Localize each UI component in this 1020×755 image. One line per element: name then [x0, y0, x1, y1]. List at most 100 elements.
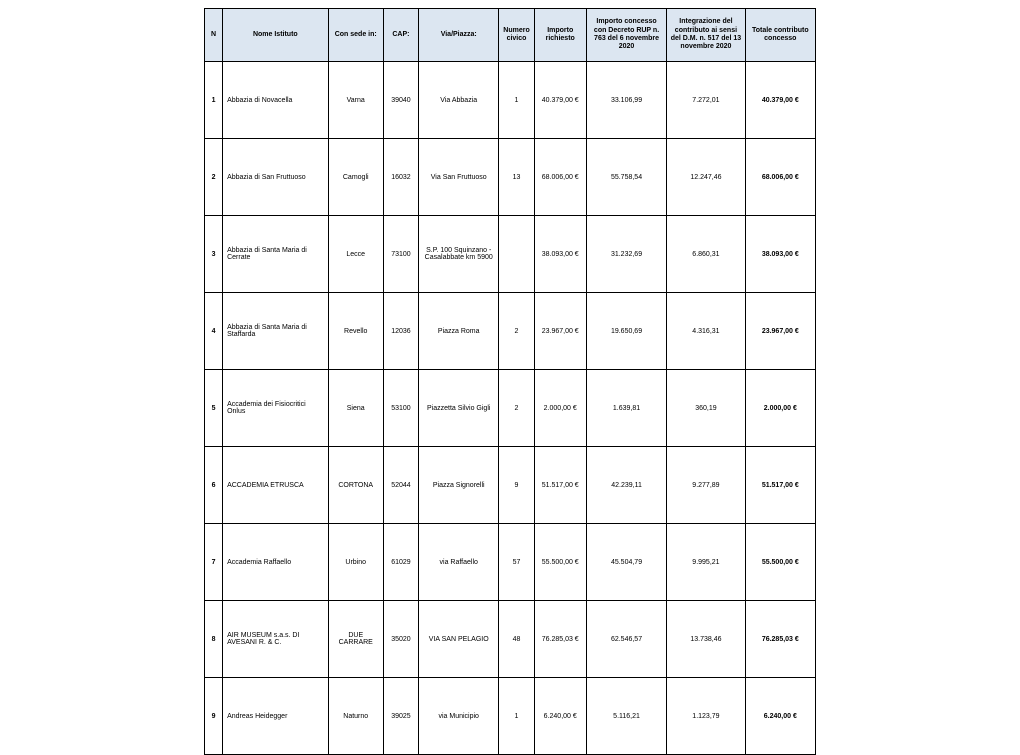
cell-totale: 76.285,03 € [745, 601, 815, 678]
cell-sede: Revello [328, 293, 383, 370]
cell-sede: Camogli [328, 139, 383, 216]
cell-integ: 9.995,21 [667, 524, 745, 601]
header-cap: CAP: [383, 9, 418, 62]
cell-importo: 6.240,00 € [534, 678, 586, 755]
cell-n: 6 [205, 447, 223, 524]
cell-civico [499, 216, 534, 293]
table-row: 8AIR MUSEUM s.a.s. DI AVESANI R. & C.DUE… [205, 601, 816, 678]
cell-cap: 61029 [383, 524, 418, 601]
cell-via: S.P. 100 Squinzano - Casalabbate km 5900 [419, 216, 499, 293]
header-n: N [205, 9, 223, 62]
table-row: 4Abbazia di Santa Maria di StaffardaReve… [205, 293, 816, 370]
cell-importo: 76.285,03 € [534, 601, 586, 678]
cell-n: 9 [205, 678, 223, 755]
document-page: N Nome Istituto Con sede in: CAP: Via/Pi… [0, 0, 1020, 721]
table-row: 1Abbazia di NovacellaVarna39040Via Abbaz… [205, 62, 816, 139]
cell-importo: 38.093,00 € [534, 216, 586, 293]
cell-sede: Naturno [328, 678, 383, 755]
header-via: Via/Piazza: [419, 9, 499, 62]
header-sede: Con sede in: [328, 9, 383, 62]
cell-integ: 9.277,89 [667, 447, 745, 524]
cell-via: Piazza Roma [419, 293, 499, 370]
table-row: 3Abbazia di Santa Maria di CerrateLecce7… [205, 216, 816, 293]
cell-n: 7 [205, 524, 223, 601]
cell-importo: 40.379,00 € [534, 62, 586, 139]
table-row: 6ACCADEMIA ETRUSCACORTONA52044Piazza Sig… [205, 447, 816, 524]
cell-via: Via Abbazia [419, 62, 499, 139]
cell-civico: 13 [499, 139, 534, 216]
cell-via: Piazza Signorelli [419, 447, 499, 524]
cell-nome: Abbazia di Santa Maria di Cerrate [223, 216, 329, 293]
cell-n: 8 [205, 601, 223, 678]
cell-civico: 1 [499, 678, 534, 755]
cell-totale: 68.006,00 € [745, 139, 815, 216]
cell-cap: 12036 [383, 293, 418, 370]
cell-n: 4 [205, 293, 223, 370]
cell-civico: 2 [499, 293, 534, 370]
cell-totale: 55.500,00 € [745, 524, 815, 601]
cell-integ: 360,19 [667, 370, 745, 447]
table-row: 5Accademia dei Fisiocritici OnlusSiena53… [205, 370, 816, 447]
cell-decreto: 62.546,57 [586, 601, 666, 678]
cell-civico: 9 [499, 447, 534, 524]
cell-importo: 51.517,00 € [534, 447, 586, 524]
cell-integ: 6.860,31 [667, 216, 745, 293]
cell-civico: 2 [499, 370, 534, 447]
header-decreto: Importo concesso con Decreto RUP n. 763 … [586, 9, 666, 62]
header-nome: Nome Istituto [223, 9, 329, 62]
table-row: 2Abbazia di San FruttuosoCamogli16032Via… [205, 139, 816, 216]
cell-via: VIA SAN PELAGIO [419, 601, 499, 678]
cell-integ: 4.316,31 [667, 293, 745, 370]
cell-nome: Abbazia di Novacella [223, 62, 329, 139]
cell-civico: 1 [499, 62, 534, 139]
cell-importo: 2.000,00 € [534, 370, 586, 447]
cell-totale: 2.000,00 € [745, 370, 815, 447]
table-row: 7Accademia RaffaelloUrbino61029via Raffa… [205, 524, 816, 601]
cell-via: via Municipio [419, 678, 499, 755]
cell-n: 5 [205, 370, 223, 447]
cell-nome: Andreas Heidegger [223, 678, 329, 755]
cell-cap: 73100 [383, 216, 418, 293]
cell-nome: Abbazia di San Fruttuoso [223, 139, 329, 216]
cell-integ: 13.738,46 [667, 601, 745, 678]
cell-via: via Raffaello [419, 524, 499, 601]
cell-importo: 23.967,00 € [534, 293, 586, 370]
cell-cap: 39040 [383, 62, 418, 139]
cell-cap: 53100 [383, 370, 418, 447]
table-row: 9Andreas HeideggerNaturno39025via Munici… [205, 678, 816, 755]
cell-sede: Varna [328, 62, 383, 139]
cell-nome: Accademia Raffaello [223, 524, 329, 601]
cell-sede: Siena [328, 370, 383, 447]
cell-civico: 57 [499, 524, 534, 601]
header-totale: Totale contributo concesso [745, 9, 815, 62]
cell-totale: 40.379,00 € [745, 62, 815, 139]
cell-sede: Urbino [328, 524, 383, 601]
cell-cap: 39025 [383, 678, 418, 755]
table-body: 1Abbazia di NovacellaVarna39040Via Abbaz… [205, 62, 816, 755]
cell-civico: 48 [499, 601, 534, 678]
cell-decreto: 55.758,54 [586, 139, 666, 216]
cell-integ: 12.247,46 [667, 139, 745, 216]
cell-sede: Lecce [328, 216, 383, 293]
cell-importo: 68.006,00 € [534, 139, 586, 216]
cell-cap: 35020 [383, 601, 418, 678]
cell-totale: 51.517,00 € [745, 447, 815, 524]
cell-sede: CORTONA [328, 447, 383, 524]
cell-nome: Abbazia di Santa Maria di Staffarda [223, 293, 329, 370]
contributi-table: N Nome Istituto Con sede in: CAP: Via/Pi… [204, 8, 816, 755]
cell-cap: 52044 [383, 447, 418, 524]
header-integ: Integrazione del contributo ai sensi del… [667, 9, 745, 62]
cell-n: 1 [205, 62, 223, 139]
cell-integ: 7.272,01 [667, 62, 745, 139]
cell-decreto: 5.116,21 [586, 678, 666, 755]
cell-importo: 55.500,00 € [534, 524, 586, 601]
cell-nome: AIR MUSEUM s.a.s. DI AVESANI R. & C. [223, 601, 329, 678]
cell-via: Via San Fruttuoso [419, 139, 499, 216]
cell-totale: 38.093,00 € [745, 216, 815, 293]
cell-decreto: 31.232,69 [586, 216, 666, 293]
cell-totale: 6.240,00 € [745, 678, 815, 755]
cell-sede: DUE CARRARE [328, 601, 383, 678]
cell-n: 2 [205, 139, 223, 216]
cell-nome: Accademia dei Fisiocritici Onlus [223, 370, 329, 447]
cell-integ: 1.123,79 [667, 678, 745, 755]
